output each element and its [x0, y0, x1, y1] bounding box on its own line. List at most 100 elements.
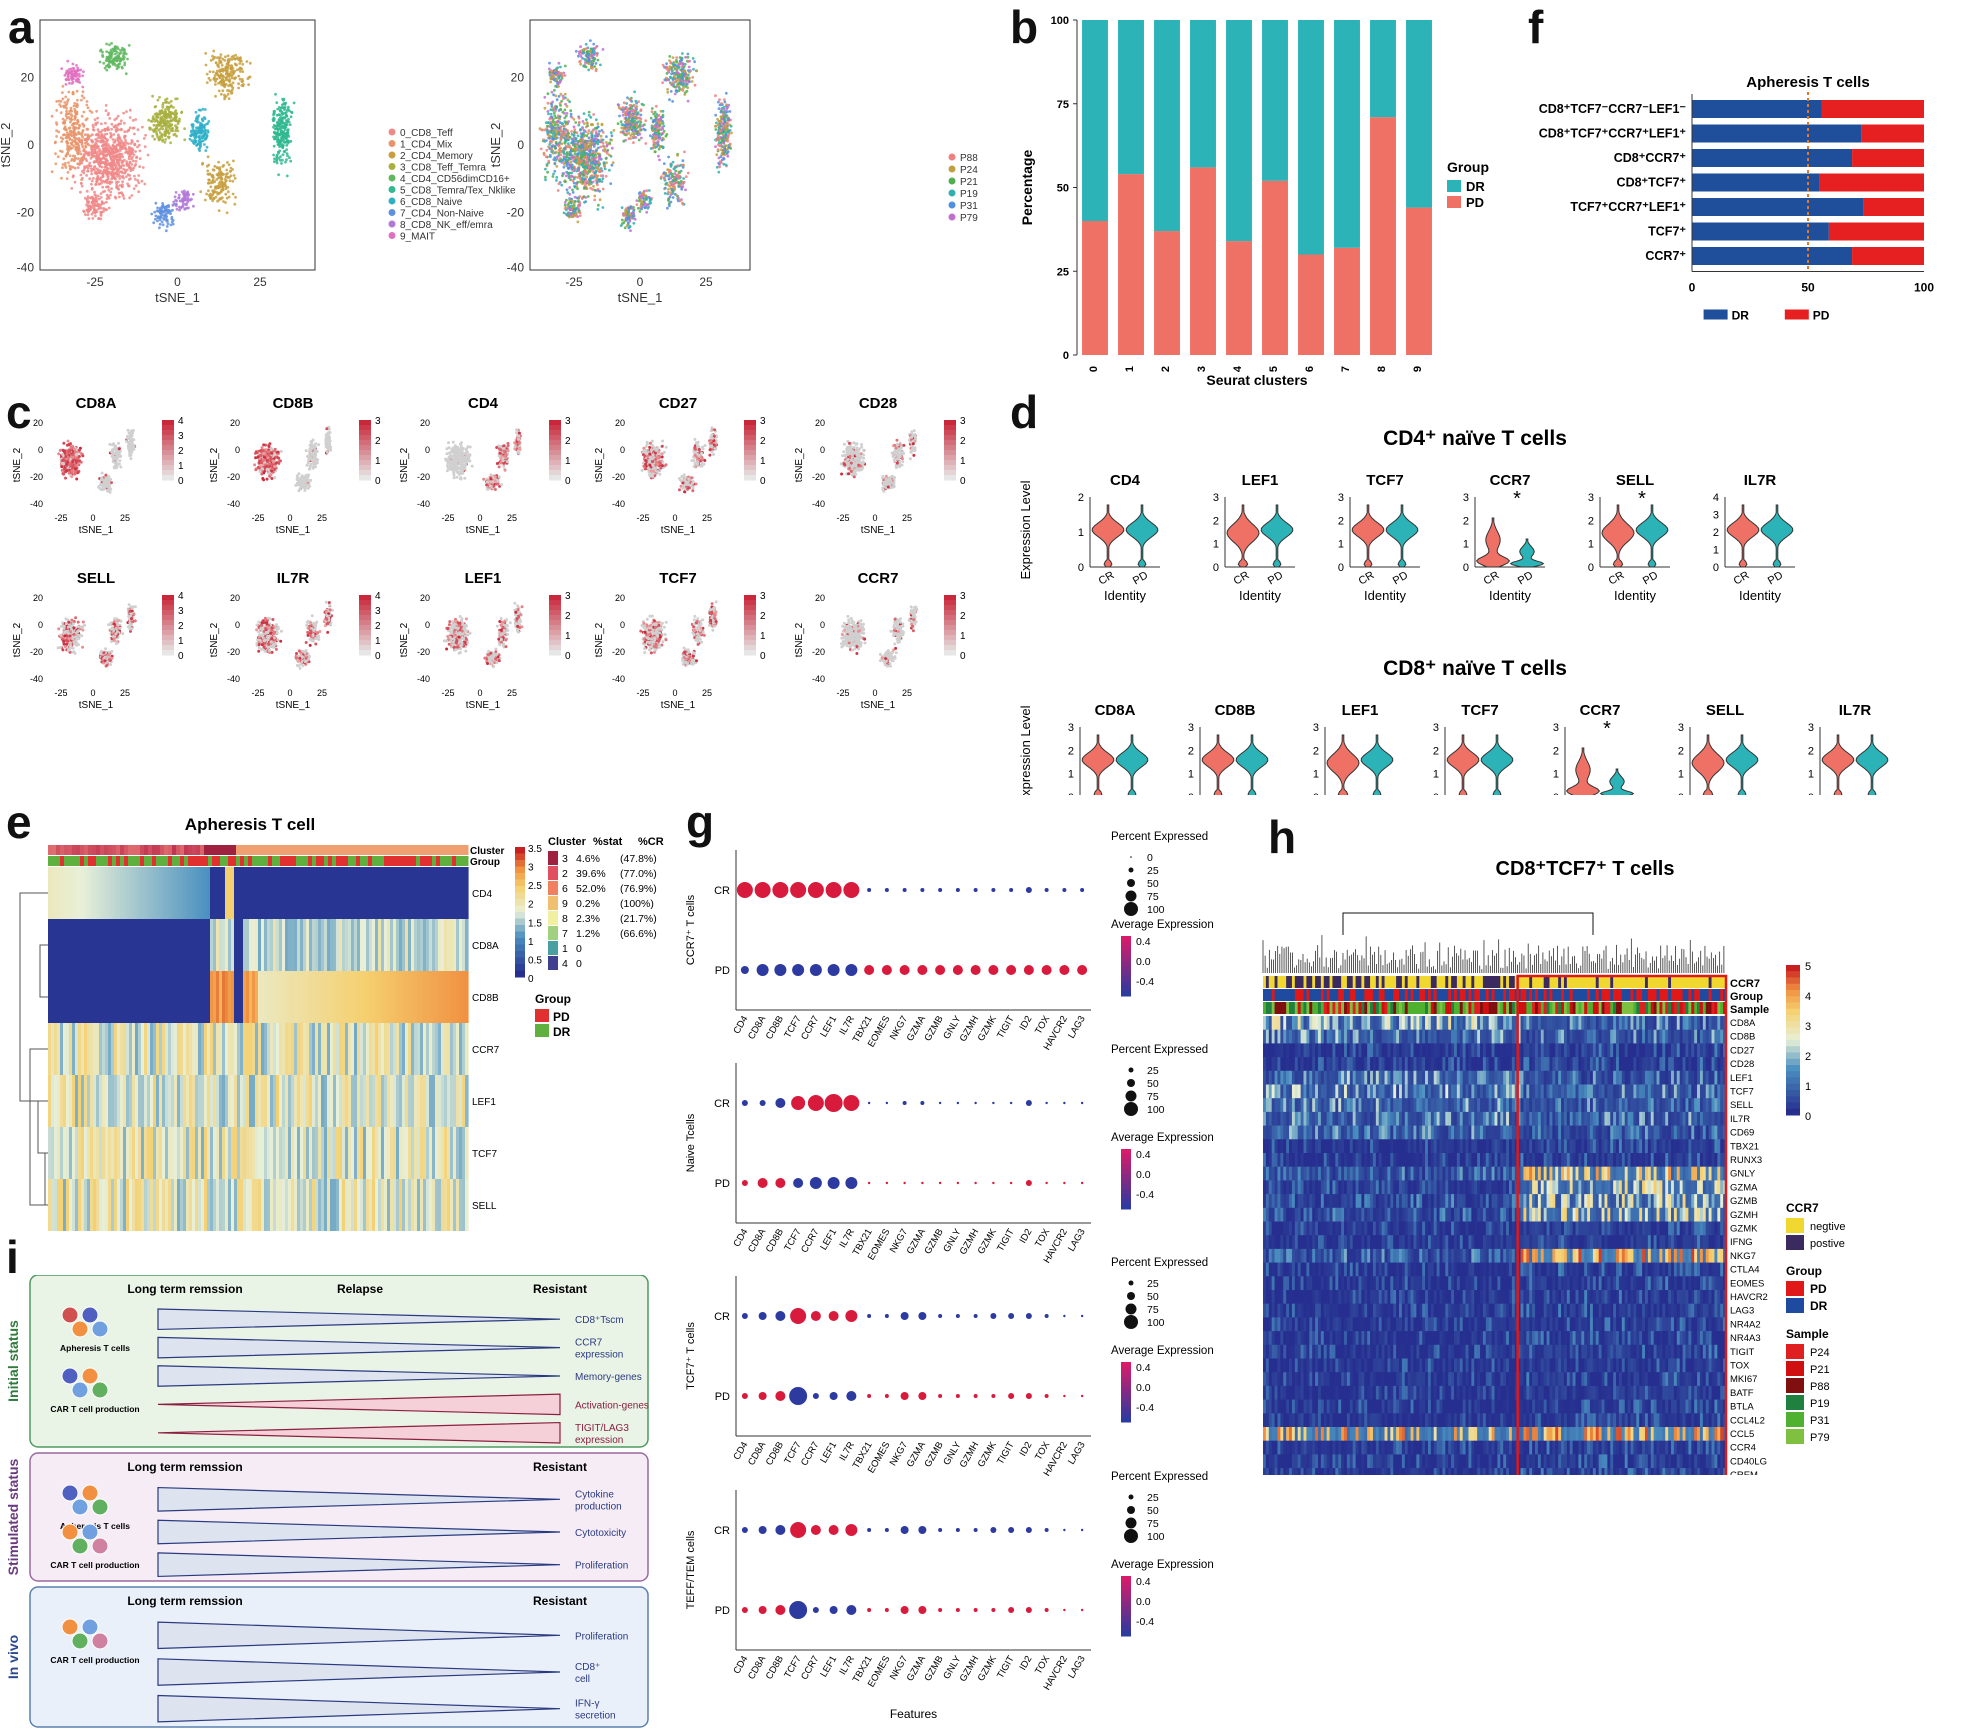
- group-track-cell: [1500, 989, 1504, 1001]
- group-track-cell: [1309, 989, 1313, 1001]
- dot-cr: [790, 1308, 807, 1324]
- x-axis-label: Features: [890, 1707, 937, 1721]
- group-track-cell: [1699, 989, 1704, 1001]
- sample-track-cell: [1291, 1002, 1296, 1014]
- y-axis-label: tSNE_2: [399, 622, 410, 657]
- ccr7-track-cell: [1312, 976, 1316, 988]
- cell-icon: [91, 1320, 109, 1338]
- gene-label: SELL: [1730, 1100, 1753, 1111]
- y-tick: -20: [612, 472, 625, 482]
- cluster-id: 7: [562, 928, 568, 940]
- sample-track-cell: [1393, 1002, 1397, 1014]
- heatmap-row: [1263, 1235, 1727, 1250]
- ccr7-track-cell: [1705, 976, 1710, 988]
- dot-pd: [1059, 965, 1070, 975]
- dot-cr: [1025, 1313, 1032, 1319]
- legend-swatch: [948, 201, 956, 209]
- scale-tick: 3: [565, 591, 571, 602]
- dot-cr: [867, 1528, 872, 1532]
- legend-dr-swatch: [1447, 180, 1461, 192]
- group-legend-title: Group: [535, 992, 571, 1006]
- group-track-cell: [1436, 989, 1441, 1001]
- group-track-cell: [1456, 989, 1461, 1001]
- feature-label: LAG3: [1066, 1227, 1088, 1254]
- sample-track-cell: [1500, 1002, 1504, 1014]
- sample-track-cell: [1303, 1002, 1308, 1014]
- heatmap-row: [1263, 1440, 1727, 1455]
- gene-label: TOX: [1730, 1361, 1750, 1372]
- avg-scale-segment: [1121, 951, 1131, 957]
- cluster-swatch: [548, 866, 558, 880]
- cell-icon: [71, 1632, 89, 1650]
- y-tick: 0: [1713, 562, 1719, 574]
- y-tick: 1: [1553, 769, 1559, 781]
- cell-icon: [91, 1498, 109, 1516]
- group-track-cell: [1558, 989, 1562, 1001]
- legend-label: P31: [960, 201, 978, 212]
- scale-segment: [515, 853, 525, 861]
- group-track-cell: [1526, 989, 1530, 1001]
- scale-segment: [359, 600, 371, 606]
- scale-tick: 0: [960, 651, 966, 662]
- group-track-cell: [1344, 989, 1348, 1001]
- scale-segment: [944, 625, 956, 631]
- panel-label-a: a: [8, 0, 34, 54]
- cd4-title: CD4⁺ naïve T cells: [1383, 427, 1567, 450]
- ccr7-track-cell: [1566, 976, 1571, 988]
- gene-title: IL7R: [1744, 472, 1777, 489]
- ccr7-track-cell: [1613, 976, 1617, 988]
- avg-tick: -0.4: [1136, 976, 1154, 988]
- ccr7-track-cell: [1289, 976, 1293, 988]
- sample-item: P31: [1810, 1415, 1830, 1427]
- cluster-id: 2: [562, 868, 568, 880]
- sample-track-cell: [1598, 1002, 1603, 1014]
- cluster-swatch: [548, 896, 558, 910]
- y-axis-label: tSNE_2: [12, 622, 23, 657]
- avg-scale-segment: [1121, 936, 1131, 942]
- sample-track-cell: [1332, 1002, 1336, 1014]
- group-track-cell: [1346, 989, 1351, 1001]
- avg-scale-segment: [1121, 1392, 1131, 1398]
- dot-pd: [1077, 965, 1088, 975]
- group-track-cell: [1642, 989, 1646, 1001]
- row-dendrogram: [19, 892, 48, 1206]
- sample-track-cell: [1485, 1002, 1490, 1014]
- x-tick: CR: [1732, 569, 1752, 587]
- trend-wedge: [157, 1519, 561, 1545]
- y-tick: -40: [417, 499, 430, 509]
- scale-segment: [1786, 1065, 1800, 1072]
- dot-cr: [807, 1095, 824, 1111]
- scale-segment: [359, 475, 371, 481]
- bar-pd: [1154, 231, 1180, 355]
- sample-track-cell: [1671, 1002, 1675, 1014]
- scale-tick: 2.5: [528, 881, 542, 892]
- group-track-cell: [1430, 989, 1435, 1001]
- panel-label-c: c: [6, 385, 32, 439]
- dot-cr: [1008, 1527, 1015, 1533]
- scale-tick: 0: [760, 651, 766, 662]
- heatmap-row: [1263, 1016, 1727, 1031]
- y-tick: 75: [1057, 99, 1069, 111]
- group-track-cell: [1610, 989, 1614, 1001]
- dot-pd: [991, 1394, 996, 1398]
- y-axis-label: tSNE_2: [12, 447, 23, 482]
- y-tick: -40: [812, 499, 825, 509]
- gene-label: BATF: [1730, 1388, 1754, 1399]
- group-track-cell: [1468, 989, 1472, 1001]
- panel-label-g: g: [686, 795, 714, 849]
- dot-cr: [884, 888, 889, 892]
- pct-label: 75: [1147, 1091, 1159, 1103]
- avg-scale-segment: [1121, 1581, 1131, 1587]
- sample-track-cell: [1309, 1002, 1313, 1014]
- group-track-cell: [1413, 989, 1417, 1001]
- group-track-cell: [1708, 989, 1713, 1001]
- violin-cr: [1351, 504, 1385, 568]
- scale-segment: [359, 460, 371, 466]
- cell-icon: [61, 1306, 79, 1324]
- scale-segment: [359, 620, 371, 626]
- violin-pd: [1235, 734, 1269, 795]
- y-tick: 0: [1078, 562, 1084, 574]
- dot-cr: [775, 1098, 786, 1108]
- avg-tick: 0.0: [1136, 956, 1151, 968]
- ccr7-track-cell: [1589, 976, 1594, 988]
